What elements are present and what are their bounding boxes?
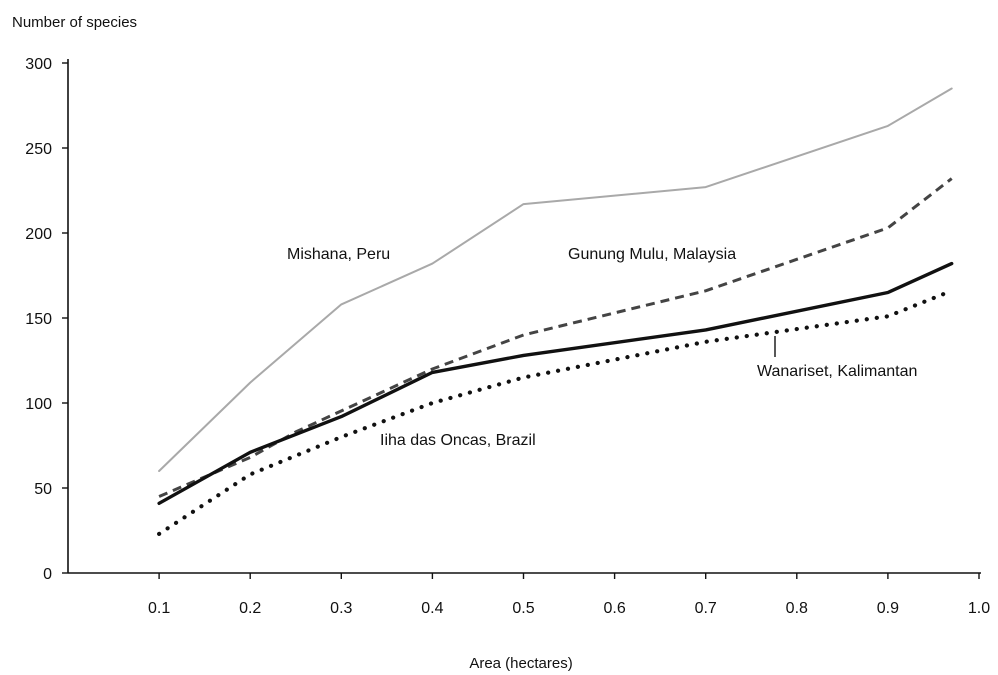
y-tick-label: 150: [25, 311, 52, 328]
annotation-iiha-das-oncas-brazil: Iiha das Oncas, Brazil: [380, 432, 536, 449]
x-tick-label: 0.8: [786, 600, 808, 617]
series-line-mishana-peru: [158, 87, 953, 472]
series-line-wanariset-kalimantan: [157, 261, 954, 505]
y-tick-label: 0: [43, 566, 52, 583]
axes: [67, 59, 981, 574]
y-ticks: 0 50 100 150 200 250 300: [25, 56, 68, 583]
x-tick-label: 0.3: [330, 600, 352, 617]
x-tick-label: 0.4: [421, 600, 443, 617]
x-tick-label: 0.2: [239, 600, 261, 617]
x-tick-label: 0.6: [603, 600, 625, 617]
series-lines: [157, 87, 954, 537]
y-tick-label: 50: [34, 481, 52, 498]
x-ticks: 0.1 0.2 0.3 0.4 0.5 0.6 0.7 0.8 0.9 1.0: [148, 573, 990, 617]
x-axis-title: Area (hectares): [469, 655, 572, 672]
annotation-wanariset-kalimantan: Wanariset, Kalimantan: [757, 363, 917, 380]
x-tick-label: 0.7: [695, 600, 717, 617]
y-tick-label: 100: [25, 396, 52, 413]
x-tick-label: 0.9: [877, 600, 899, 617]
y-tick-label: 250: [25, 141, 52, 158]
series-line-iiha-das-oncas-brazil: [157, 288, 954, 537]
series-annotations: Mishana, Peru Gunung Mulu, Malaysia Wanari…: [287, 246, 917, 449]
x-tick-label: 1.0: [968, 600, 990, 617]
y-tick-label: 200: [25, 226, 52, 243]
x-tick-label: 0.5: [512, 600, 534, 617]
x-tick-label: 0.1: [148, 600, 170, 617]
y-axis-title: Number of species: [12, 14, 137, 31]
annotation-gunung-mulu-malaysia: Gunung Mulu, Malaysia: [568, 246, 736, 263]
series-line-gunung-mulu-malaysia: [158, 177, 953, 498]
annotation-mishana-peru: Mishana, Peru: [287, 246, 390, 263]
y-tick-label: 300: [25, 56, 52, 73]
